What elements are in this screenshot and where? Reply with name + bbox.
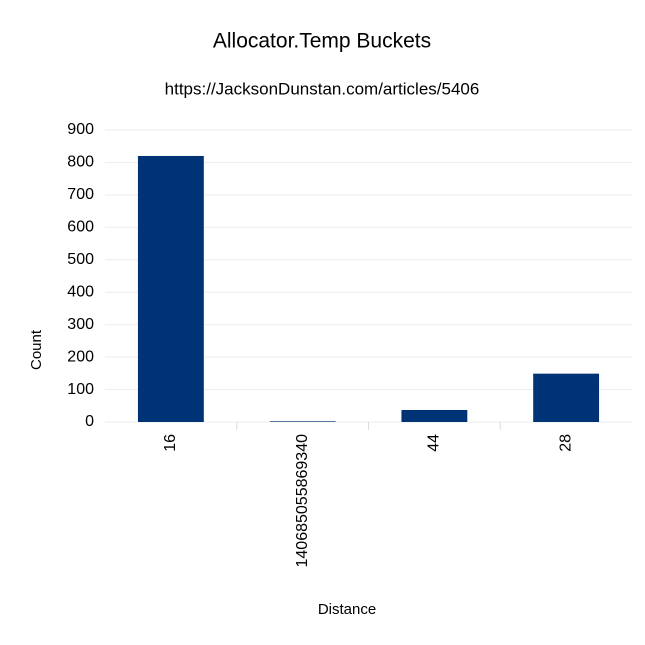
y-tick-label: 100 <box>67 381 94 398</box>
bar <box>137 155 204 422</box>
y-tick-label: 600 <box>67 219 94 236</box>
x-tick-label: 44 <box>426 434 443 452</box>
y-tick-label: 700 <box>67 186 94 203</box>
x-tick-label: 16 <box>162 434 179 452</box>
chart-title: Allocator.Temp Buckets <box>213 30 431 53</box>
y-axis-label: Count <box>28 329 45 370</box>
y-tick-label: 500 <box>67 251 94 268</box>
y-tick-label: 200 <box>67 348 94 365</box>
bar <box>269 421 336 422</box>
bar <box>401 409 468 422</box>
y-tick-label: 400 <box>67 283 94 300</box>
y-tick-label: 800 <box>67 154 94 171</box>
chart-subtitle: https://JacksonDunstan.com/articles/5406 <box>165 79 480 98</box>
y-tick-label: 300 <box>67 316 94 333</box>
x-tick-label: 28 <box>557 434 574 452</box>
x-tick-label: 140685055869340 <box>294 434 311 568</box>
x-axis-label: Distance <box>318 601 376 618</box>
bar <box>533 373 600 422</box>
y-tick-label: 0 <box>85 413 94 430</box>
y-tick-label: 900 <box>67 121 94 138</box>
